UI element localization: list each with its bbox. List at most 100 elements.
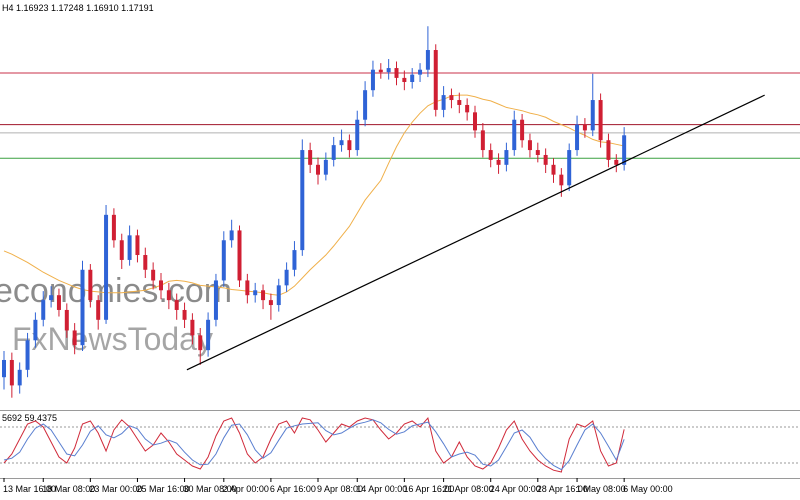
x-tick-label: 14 Apr 00:00 — [356, 484, 407, 494]
trend-line — [186, 94, 765, 371]
candle-body — [418, 69, 423, 75]
candle-body — [316, 164, 320, 175]
candle-body — [104, 214, 109, 320]
x-tick-label: 21 Apr 08:00 — [443, 484, 494, 494]
x-tick-label: 30 Mar 08:00 — [184, 484, 237, 494]
candle-body — [535, 150, 540, 155]
candle-body — [182, 309, 187, 320]
candle-body — [72, 330, 77, 346]
candle-body — [567, 150, 572, 186]
candle-body — [9, 359, 14, 386]
candle-body — [135, 235, 140, 256]
candle-body — [378, 69, 383, 73]
candle-body — [614, 159, 619, 165]
candle-body — [433, 50, 438, 110]
candle-body — [347, 140, 352, 151]
candle-body — [520, 119, 525, 141]
x-tick-label: 9 Apr 08:00 — [317, 484, 363, 494]
candle-body — [127, 235, 132, 260]
x-tick-label: 6 May 00:00 — [623, 484, 673, 494]
candle-body — [49, 295, 54, 301]
candle-body — [159, 280, 163, 291]
candle-body — [237, 230, 242, 281]
x-tick-label: 18 Mar 08:00 — [42, 484, 95, 494]
candle-body — [488, 150, 493, 160]
candle-body — [2, 359, 6, 378]
candle-body — [575, 124, 580, 151]
candle-body — [25, 340, 30, 370]
candle-body — [174, 300, 179, 310]
candle-body — [496, 159, 501, 165]
candle-body — [80, 269, 85, 346]
candle-body — [56, 295, 61, 310]
candle-body — [245, 280, 250, 296]
candle-body — [457, 100, 462, 105]
candle-body — [206, 319, 211, 351]
candle-body — [590, 100, 595, 131]
candle-body — [41, 300, 46, 320]
oscillator-line — [3, 419, 625, 471]
header: H4 1.16923 1.17248 1.16910 1.17191 — [2, 3, 154, 13]
candle-body — [363, 90, 368, 120]
candle-body — [622, 135, 627, 165]
candle-body — [284, 269, 289, 286]
candle-body — [598, 100, 603, 141]
x-tick-label: 16 Apr 16:00 — [403, 484, 454, 494]
candle-body — [402, 77, 407, 82]
candle-body — [339, 140, 344, 146]
candle-body — [512, 119, 517, 151]
candle-body — [261, 290, 266, 301]
candle-body — [543, 154, 548, 165]
candle-body — [323, 159, 328, 175]
candle-body — [300, 150, 305, 251]
candle-body — [213, 280, 218, 320]
x-tick-label: 23 Mar 00:00 — [89, 484, 142, 494]
candle-body — [221, 240, 226, 281]
candle-body — [64, 309, 69, 331]
x-tick-label: 13 Mar 16:00 — [3, 484, 56, 494]
candle-body — [370, 69, 375, 91]
candle-body — [331, 145, 336, 160]
oscillator-line — [3, 416, 625, 473]
candle-body — [582, 124, 587, 131]
candle-body — [425, 50, 430, 70]
x-tick-label: 24 Apr 00:00 — [490, 484, 541, 494]
candle-body — [276, 285, 281, 306]
x-tick-label: 2 Apr 00:00 — [223, 484, 269, 494]
candle-body — [88, 269, 93, 301]
candle-body — [198, 335, 203, 351]
candle-body — [473, 112, 477, 131]
x-tick-label: 25 Mar 16:00 — [136, 484, 189, 494]
candle-body — [606, 140, 611, 160]
candle-body — [527, 140, 532, 151]
candle-body — [111, 214, 116, 241]
candle-body — [268, 300, 273, 306]
candle-body — [410, 74, 415, 82]
candle-body — [449, 95, 454, 101]
candle-body — [441, 95, 446, 110]
candle-body — [559, 174, 564, 186]
candle-body — [151, 269, 156, 281]
candle-body — [166, 290, 171, 301]
candle-body — [17, 369, 22, 386]
x-tick-label: 1 May 08:00 — [576, 484, 626, 494]
candle-body — [480, 130, 485, 151]
x-tick-label: 28 Apr 16:00 — [537, 484, 588, 494]
watermark: FxNewsToday — [12, 321, 213, 357]
candle-body — [465, 104, 470, 113]
candle-body — [190, 319, 195, 336]
oscillator-label: 5692 59.4375 — [2, 413, 57, 423]
candle-body — [96, 300, 101, 320]
candle-body — [308, 150, 313, 165]
x-tick-label: 6 Apr 16:00 — [270, 484, 316, 494]
watermark: economies.com — [0, 272, 232, 310]
candle-body — [386, 68, 391, 73]
candle-body — [394, 68, 399, 78]
candle-body — [292, 250, 297, 270]
candle-body — [143, 255, 148, 270]
candle-body — [119, 240, 124, 260]
candle-body — [551, 164, 556, 175]
candle-body — [253, 290, 258, 296]
